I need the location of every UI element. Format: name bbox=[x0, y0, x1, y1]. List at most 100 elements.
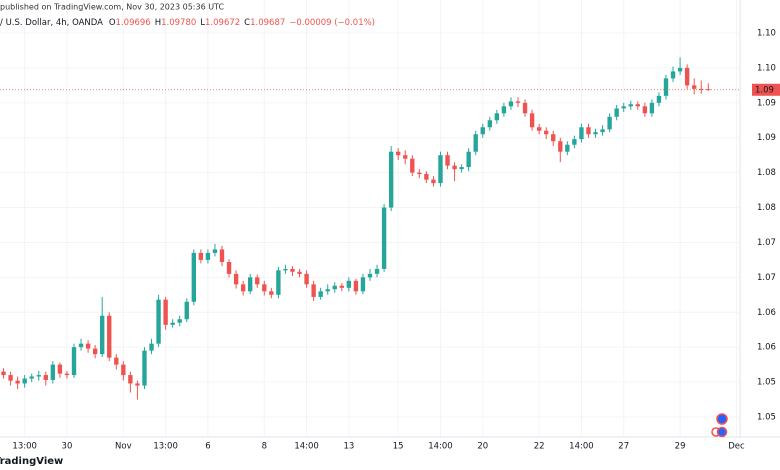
candle-body bbox=[360, 277, 366, 292]
candle-body bbox=[318, 291, 323, 297]
candle-body bbox=[142, 350, 147, 386]
candle-body bbox=[367, 273, 373, 278]
candle-body bbox=[255, 277, 260, 285]
candle-body bbox=[297, 271, 302, 274]
candle-body bbox=[494, 113, 500, 121]
y-tick-label: 1.06 bbox=[757, 343, 776, 353]
candle-body bbox=[170, 322, 175, 325]
candle-body bbox=[64, 373, 70, 376]
candle-body bbox=[50, 364, 56, 380]
candle-body bbox=[699, 88, 704, 90]
candle-body bbox=[128, 375, 133, 384]
candle-body bbox=[684, 67, 690, 86]
candle-body bbox=[473, 134, 478, 152]
x-tick-label: 13:00 bbox=[153, 442, 178, 452]
candle-body bbox=[431, 179, 436, 184]
candle-body bbox=[198, 252, 204, 260]
x-tick-label: 29 bbox=[675, 442, 686, 452]
candle-body bbox=[501, 106, 507, 114]
ohlc-key: H bbox=[155, 18, 161, 28]
candle-body bbox=[438, 155, 443, 184]
y-tick-label: 1.10 bbox=[757, 63, 776, 73]
x-tick-label: 20 bbox=[477, 442, 488, 452]
candle-body bbox=[304, 273, 309, 285]
x-tick-label: 6 bbox=[205, 442, 210, 452]
candle-body bbox=[593, 132, 598, 135]
candle-body bbox=[424, 174, 429, 180]
candle-body bbox=[163, 299, 168, 325]
candle-body bbox=[663, 78, 669, 96]
icon bbox=[716, 426, 728, 438]
ohlc-key: L bbox=[200, 18, 205, 28]
brand: TradingView bbox=[0, 456, 63, 467]
candle-body bbox=[586, 127, 591, 135]
candle-body bbox=[388, 151, 394, 208]
x-tick-label: 30 bbox=[62, 442, 73, 452]
indicator-icons bbox=[711, 413, 728, 438]
x-tick-label: 13 bbox=[343, 442, 354, 452]
candle-body bbox=[114, 357, 119, 365]
candle-body bbox=[107, 315, 112, 358]
ohlc-key: O bbox=[109, 18, 116, 28]
candle-body bbox=[487, 120, 492, 128]
candle-body bbox=[184, 301, 189, 320]
candle-body bbox=[269, 291, 274, 295]
candle-body bbox=[219, 249, 225, 262]
candle-body bbox=[480, 127, 485, 135]
candle-body bbox=[276, 270, 281, 295]
candle-body bbox=[22, 378, 27, 384]
candle-body bbox=[374, 268, 380, 274]
candle-body bbox=[212, 249, 218, 253]
ohlc-value: 1.09780 bbox=[161, 18, 196, 28]
candle-body bbox=[149, 343, 154, 351]
candle-body bbox=[508, 101, 514, 107]
candle-body bbox=[325, 289, 330, 292]
candles bbox=[1, 57, 711, 400]
y-tick-label: 1.10 bbox=[757, 29, 776, 39]
candle-body bbox=[466, 151, 471, 168]
ohlc-value: 1.09687 bbox=[250, 18, 285, 28]
change: −0.00009 (−0.01%) bbox=[289, 18, 375, 28]
candle-body bbox=[522, 102, 528, 114]
candle-body bbox=[339, 285, 344, 288]
candle-body bbox=[445, 155, 450, 166]
candle-body bbox=[332, 285, 337, 290]
candle-body bbox=[8, 375, 13, 381]
candle-body bbox=[656, 95, 662, 103]
candle-body bbox=[156, 299, 161, 344]
candle-body bbox=[240, 284, 246, 292]
x-tick-label: Dec bbox=[728, 442, 745, 452]
candle-body bbox=[78, 343, 84, 348]
y-tick-label: 1.05 bbox=[757, 412, 776, 422]
candle-body bbox=[692, 85, 697, 89]
x-tick-label: 14:00 bbox=[294, 442, 319, 452]
symbol: / U.S. Dollar, 4h, OANDA bbox=[0, 18, 103, 28]
candle-body bbox=[410, 158, 415, 173]
candle-body bbox=[353, 280, 359, 292]
candle-body bbox=[544, 130, 549, 135]
candle-body bbox=[121, 364, 126, 376]
x-tick-label: Nov bbox=[115, 442, 132, 452]
candle-body bbox=[135, 383, 140, 386]
published-note: published on TradingView.com, Nov 30, 20… bbox=[0, 3, 224, 12]
candle-body bbox=[572, 139, 577, 145]
candle-body bbox=[417, 172, 422, 175]
candle-body bbox=[565, 144, 570, 152]
icon bbox=[716, 413, 728, 425]
candle-body bbox=[85, 343, 91, 349]
y-tick-label: 1.09 bbox=[757, 133, 776, 143]
grid bbox=[0, 0, 740, 437]
candle-body bbox=[15, 380, 20, 384]
y-tick-label: 1.08 bbox=[757, 203, 776, 213]
candle-body bbox=[346, 280, 352, 288]
y-tick-label: 1.06 bbox=[757, 308, 776, 318]
candle-body bbox=[262, 284, 267, 292]
candle-body bbox=[248, 277, 253, 292]
x-tick-label: 27 bbox=[618, 442, 629, 452]
candle-body bbox=[649, 102, 655, 114]
candle-body bbox=[191, 252, 196, 302]
y-tick-label: 1.07 bbox=[757, 273, 776, 283]
candle-body bbox=[205, 252, 211, 260]
candle-body bbox=[459, 167, 464, 170]
